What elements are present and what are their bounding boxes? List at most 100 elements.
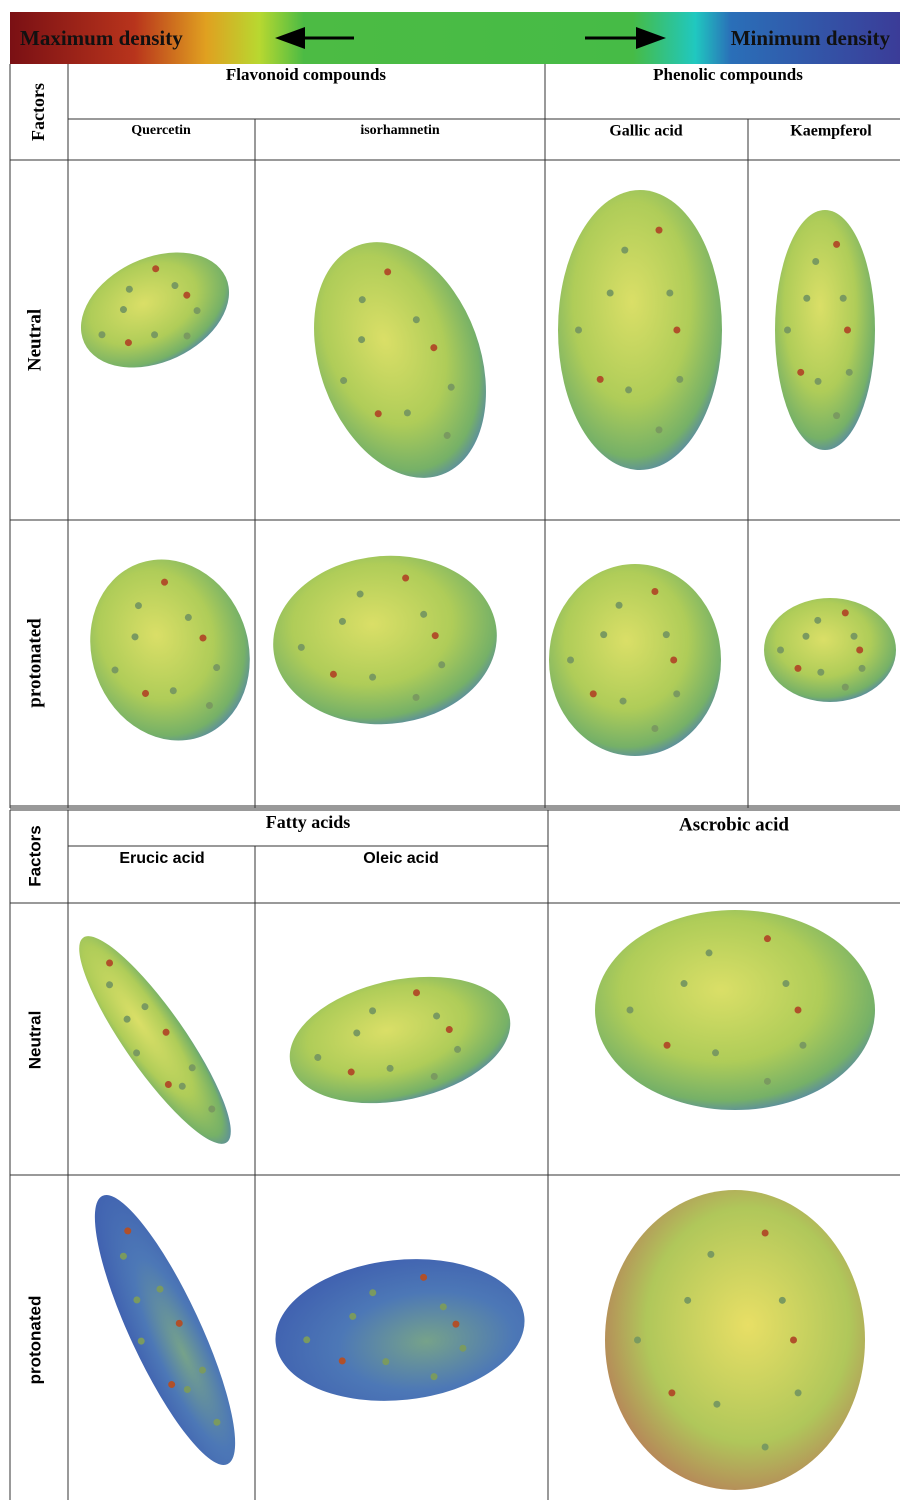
atom [433,1012,441,1020]
atom [707,1250,715,1258]
surface [289,976,511,1104]
atom [634,1336,641,1344]
atom [420,610,428,618]
table2-grid [9,809,900,1500]
atom [596,375,604,383]
atom [676,375,684,383]
atom [431,632,439,640]
atom [673,690,681,698]
atom [133,1049,141,1057]
atom [567,656,574,664]
atom [856,646,864,654]
atom [713,1400,721,1408]
atom [799,1041,807,1049]
atom [600,631,608,639]
atom [778,1296,786,1304]
atom [184,613,192,621]
atom [452,1320,460,1328]
atom [817,668,825,676]
surface [273,555,497,725]
surface [79,936,231,1144]
atom [119,1252,127,1260]
atom [625,386,633,394]
atom [338,617,346,625]
atom [662,631,670,639]
atom [340,377,348,385]
compound-header: Erucic acid [119,850,204,867]
table1-grid [9,64,900,809]
atom [314,1053,322,1061]
atom [794,1006,802,1014]
atom [297,643,305,651]
molecule [764,598,896,702]
atom [303,1336,311,1344]
atom [794,664,802,672]
atom [386,1064,394,1072]
color-bar-right-label: Minimum density [731,26,891,50]
atom [430,344,438,352]
atom [175,1319,183,1327]
atom [358,336,366,344]
surface [314,242,486,478]
molecule [79,936,231,1144]
atom [213,664,221,672]
surface [595,910,875,1110]
molecule [289,976,511,1104]
atom [459,1344,467,1352]
atom [777,646,784,654]
atom [761,1229,769,1237]
atom [833,240,841,248]
atom [111,666,119,674]
atom [188,1064,196,1072]
atom [447,383,455,391]
atom [124,1227,132,1235]
atom [119,306,127,314]
group-header: Phenolic compounds [653,65,803,84]
atom [797,368,805,376]
atom [168,1380,176,1388]
atom [106,981,114,989]
atom [445,1026,453,1034]
atom [142,689,150,697]
atom [790,1336,797,1344]
surface [775,210,875,450]
atom [131,633,139,641]
atom [412,693,420,701]
atom [412,989,420,997]
molecule [273,555,497,725]
molecule [90,559,250,741]
atom [430,1373,438,1381]
atom [841,683,849,691]
atom [439,1303,447,1311]
atom [684,1296,692,1304]
row-label: Neutral [25,1011,44,1070]
atom [213,1418,221,1426]
atom [454,1045,462,1053]
compound-header: Quercetin [131,123,191,138]
atom [839,294,847,302]
atom [666,289,674,297]
arrow-left [275,27,354,49]
atom [329,670,337,678]
surface [90,559,250,741]
atom [812,258,820,266]
atom [763,935,771,943]
row-label: protonated [25,1296,44,1385]
row-label: Neutral [24,309,45,371]
molecule [558,190,722,470]
atom [164,1080,172,1088]
atom [655,226,663,234]
molecule [605,1190,865,1490]
atom [761,1443,769,1451]
atom [382,1358,390,1366]
atom [161,578,169,586]
surface [764,598,896,702]
atom [178,1082,186,1090]
atom [615,601,623,609]
atom [673,326,681,334]
atom [134,602,142,610]
compound-header: Gallic acid [609,123,682,140]
arrow-right [585,27,666,49]
atom [151,331,159,339]
